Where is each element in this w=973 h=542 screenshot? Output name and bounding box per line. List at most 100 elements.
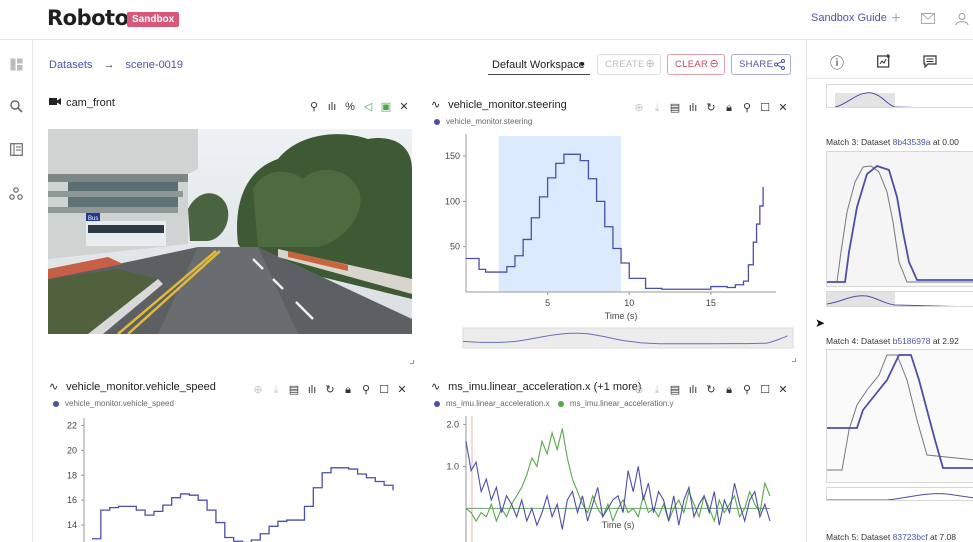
steering-chart[interactable]: 50 100 150 5 10 15 Time (s): [430, 128, 796, 362]
close-icon[interactable]: ✕: [399, 101, 409, 113]
match-3-preview[interactable]: [826, 151, 973, 287]
bar-chart-icon[interactable]: ılı: [327, 101, 337, 113]
match-3-prefix: Match 3: Dataset: [826, 137, 893, 147]
maximize-icon[interactable]: ☐: [379, 384, 389, 396]
match-4-strip[interactable]: [826, 487, 973, 501]
speed-series-line: [92, 467, 394, 542]
dashboard-icon[interactable]: [6, 56, 26, 76]
y-tick-label: 1.0: [446, 461, 459, 471]
match-5-dataset-link[interactable]: 83723bcf: [892, 532, 928, 542]
reset-icon[interactable]: ↻: [706, 102, 716, 114]
minus-circle-icon: ⊖: [709, 58, 719, 70]
accel-panel-title: ∿ ms_imu.linear_acceleration.x (+1 more): [431, 380, 642, 393]
plus-icon[interactable]: +: [891, 10, 901, 27]
bar-chart-icon[interactable]: ılı: [307, 384, 317, 396]
breadcrumb-datasets[interactable]: Datasets: [49, 59, 93, 71]
line-chart-icon: ∿: [49, 381, 59, 393]
lock-icon[interactable]: 🔒︎: [726, 102, 732, 114]
zoom-icon[interactable]: ⚲: [309, 101, 319, 113]
info-icon[interactable]: ⓘ: [830, 55, 844, 71]
resize-handle-icon[interactable]: [792, 358, 796, 362]
match-4-preview[interactable]: [826, 349, 973, 483]
match-5-label[interactable]: Match 5: Dataset 83723bcf at 7.08: [826, 532, 956, 542]
steering-toolbar: ⊕ ⤓ ▤ ılı ↻ 🔒︎ ⚲ ☐ ✕: [630, 98, 792, 114]
match-2-strip[interactable]: [826, 84, 973, 108]
y-tick-label: 16: [67, 495, 77, 505]
steering-series-line: [466, 153, 764, 290]
match-3-strip[interactable]: [826, 291, 973, 307]
create-button[interactable]: CREATE ⊕: [597, 54, 661, 75]
create-button-label: CREATE: [605, 59, 645, 70]
bounding-box-icon[interactable]: ▣: [380, 101, 392, 113]
bar-chart-icon[interactable]: ılı: [688, 384, 698, 396]
steering-legend: vehicle_monitor.steering: [434, 117, 532, 126]
bar-chart-icon[interactable]: ılı: [688, 102, 698, 114]
tag-icon[interactable]: ◁: [363, 101, 373, 113]
notebook-icon[interactable]: [6, 141, 26, 161]
search-icon[interactable]: [6, 98, 26, 118]
camera-icon: [49, 97, 63, 109]
steering-panel-title-text: vehicle_monitor.steering: [448, 99, 567, 111]
x-tick-label: 10: [624, 298, 634, 308]
accel-toolbar: ⊕ ⤓ ▤ ılı ↻ 🔒︎ ⚲ ☐ ✕: [630, 380, 792, 396]
lock-icon[interactable]: 🔒︎: [726, 384, 732, 396]
share-icon: [774, 55, 785, 77]
close-icon[interactable]: ✕: [397, 384, 407, 396]
clear-button[interactable]: CLEAR ⊖: [667, 54, 725, 75]
comment-icon[interactable]: ▤: [288, 384, 300, 396]
sandbox-guide-link[interactable]: Sandbox Guide: [811, 12, 887, 24]
comment-icon[interactable]: ▤: [669, 384, 681, 396]
breadcrumb: Datasets → scene-0019: [49, 59, 191, 71]
match-4-label[interactable]: Match 4: Dataset b5186978 at 2.92: [826, 336, 959, 346]
legend-swatch-x: [434, 400, 440, 407]
speed-toolbar: ⊕ ⤓ ▤ ılı ↻ 🔒︎ ⚲ ☐ ✕: [249, 380, 411, 396]
close-icon[interactable]: ✕: [778, 384, 788, 396]
match-3-dataset-link[interactable]: 8b43539a: [892, 137, 931, 147]
collections-icon[interactable]: [6, 185, 26, 205]
comment-icon[interactable]: ▤: [669, 102, 681, 114]
speed-panel-title: ∿ vehicle_monitor.vehicle_speed: [49, 380, 216, 393]
comment-icon[interactable]: [921, 54, 939, 72]
workspace-select-value: Default Workspace: [492, 59, 585, 71]
reset-icon[interactable]: ↻: [325, 384, 335, 396]
cam-panel-title-text: cam_front: [66, 97, 115, 109]
y-tick-label: 22: [67, 420, 77, 430]
mail-icon[interactable]: [918, 9, 938, 29]
y-tick-label: 20: [67, 445, 77, 455]
lock-icon[interactable]: 🔒︎: [345, 384, 351, 396]
match-4-dataset-link[interactable]: b5186978: [892, 336, 931, 346]
mouse-cursor-icon: ➤: [815, 316, 826, 330]
zoom-icon[interactable]: ⚲: [361, 384, 371, 396]
add-event-icon: ⊕: [634, 384, 644, 396]
breadcrumb-arrow: →: [103, 59, 115, 71]
share-button[interactable]: SHARE: [731, 54, 791, 75]
percent-icon[interactable]: %: [345, 101, 355, 113]
accel-chart[interactable]: 1.0 2.0 Time (s): [430, 410, 796, 542]
maximize-icon[interactable]: ☐: [760, 102, 770, 114]
download-icon: ⤓: [654, 102, 660, 114]
y-tick-label: 50: [450, 242, 460, 252]
zoom-icon[interactable]: ⚲: [742, 102, 752, 114]
workspace-select[interactable]: Default Workspace ▼: [488, 55, 590, 75]
zoom-icon[interactable]: ⚲: [742, 384, 752, 396]
legend-swatch: [53, 400, 59, 407]
reset-icon[interactable]: ↻: [706, 384, 716, 396]
line-chart-icon: ∿: [431, 99, 441, 111]
accel-y-series-line: [465, 428, 771, 523]
match-4-suffix: at 2.92: [930, 336, 959, 346]
overview-series-line: [462, 332, 788, 345]
match-3-label[interactable]: Match 3: Dataset 8b43539a at 0.00: [826, 137, 959, 147]
breadcrumb-scene[interactable]: scene-0019: [125, 59, 184, 71]
resize-handle-icon[interactable]: [410, 360, 414, 364]
accel-x-series-line: [465, 441, 771, 530]
cam-toolbar: ⚲ ılı% ◁ ▣ ✕: [305, 97, 413, 113]
close-icon[interactable]: ✕: [778, 102, 788, 114]
overview-strip: [462, 327, 794, 349]
speed-chart[interactable]: 14 16 18 20 22: [48, 410, 414, 542]
y-tick-label: 100: [445, 196, 460, 206]
user-icon[interactable]: [950, 9, 973, 29]
maximize-icon[interactable]: ☐: [760, 384, 770, 396]
add-chart-icon[interactable]: [875, 54, 893, 72]
legend-swatch: [434, 118, 440, 125]
roboto-logo[interactable]: Roboto: [47, 6, 129, 30]
